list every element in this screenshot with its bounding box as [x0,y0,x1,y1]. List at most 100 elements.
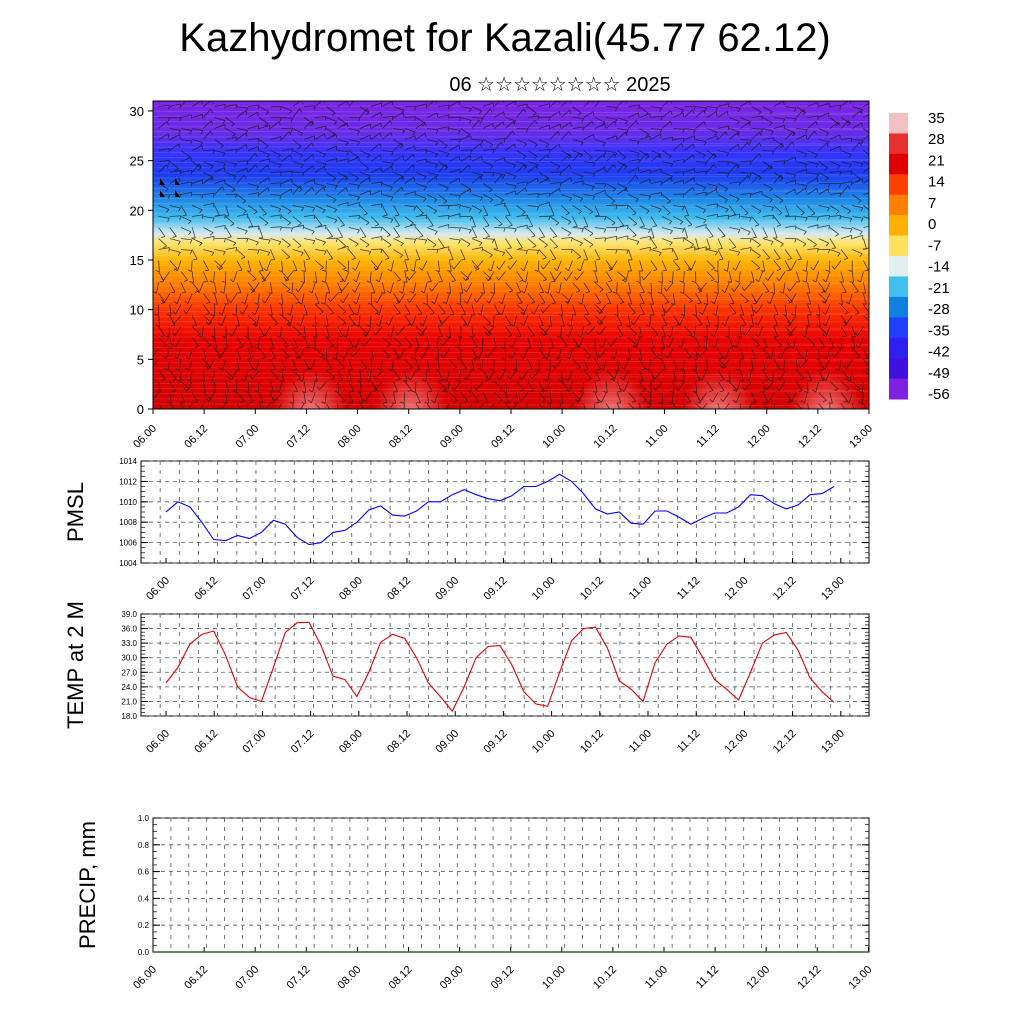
wind-barb [795,381,803,392]
wind-barb [729,128,740,133]
wind-barb-flag [373,299,378,304]
wind-barb [795,348,803,359]
wind-barb [603,359,607,371]
wind-barb [538,282,544,293]
wind-barb-flag [669,230,673,235]
wind-barb [404,145,415,151]
wind-barb-flag [534,119,538,124]
wind-barb [180,238,192,241]
wind-barb [650,227,655,239]
wind-barb-flag [335,133,338,138]
wind-barb [796,183,808,186]
wind-barb [476,293,484,303]
wind-barb-flag [172,378,177,381]
wind-barb [695,348,698,360]
wind-barb-flag [406,298,410,303]
wind-barb [818,238,829,244]
wind-barb [728,293,735,304]
wind-barb [248,192,260,195]
wind-barb-flag [555,222,560,226]
wind-barb-flag [696,401,701,404]
wind-barb [348,337,354,348]
wind-barb-flag [530,311,535,315]
wind-barb [180,169,192,173]
wind-barb [516,187,526,195]
wind-barb [807,205,816,214]
wind-barb-flag [171,320,175,325]
wind-barb-flag [821,366,826,370]
wind-barb [568,381,573,393]
wind-barb-flag [381,236,383,241]
wind-barb [807,188,817,195]
wind-barb-flag [714,153,717,158]
wind-barb [326,133,337,140]
wind-barb-flag [486,300,490,304]
wind-barb [796,370,805,379]
wind-barb-flag [703,141,707,146]
wind-barb-flag [569,110,572,115]
wind-barb-flag [692,109,695,114]
wind-barb [639,293,645,304]
wind-barb-flag [658,402,663,404]
wind-barb-flag [769,111,773,115]
wind-barb [415,121,426,129]
wind-barb-flag [625,188,628,193]
wind-barb-flag [209,412,212,414]
wind-barb-flag [619,301,624,304]
wind-barb [762,348,771,358]
wind-barb-flag [564,389,569,392]
wind-barb-flag [626,358,631,360]
wind-barb [438,139,448,147]
wind-barb-flag [341,355,345,359]
wind-barb [281,293,284,305]
wind-barb-flag [849,218,853,223]
colorbar-swatch [889,133,908,155]
wind-barb [337,326,344,337]
wind-barb [180,216,192,222]
wind-barb-flag [551,302,556,305]
wind-barb [729,161,740,166]
wind-barb [393,304,401,314]
wind-barb-flag [698,290,703,293]
wind-barb-flag [486,377,490,381]
wind-barb [292,224,304,228]
wind-barb [863,282,867,294]
wind-barb [650,216,658,227]
wind-barb-flag [596,368,601,371]
wind-barb [527,337,531,349]
wind-barb [728,381,737,390]
wind-barb [482,194,494,200]
wind-barb-flag [519,389,524,392]
x-tick-label: 10.12 [578,575,606,603]
wind-barb [829,392,833,404]
wind-barb [628,403,636,409]
wind-barb [359,177,370,184]
wind-barb-flag [463,300,468,304]
wind-barb-flag [873,101,874,105]
wind-barb [420,326,428,336]
wind-barb-flag [414,116,417,121]
wind-barb-flag [580,175,584,180]
colorbar-label: -21 [928,280,950,297]
wind-barb-flag [679,291,684,294]
wind-barb [521,392,529,402]
wind-barb-flag [838,303,843,305]
wind-barb-flag [537,193,540,198]
wind-barb [493,216,503,225]
wind-barb [402,282,406,294]
wind-barb-flag [431,399,435,404]
wind-barb-flag [363,213,368,216]
wind-barb [661,101,670,107]
wind-barb-flag [747,142,750,146]
wind-barb [516,139,527,145]
wind-barb [404,381,413,391]
wind-barb-flag [508,224,513,227]
wind-barb-flag [585,331,589,336]
wind-barb [751,392,757,403]
wind-barb-flag [569,101,572,103]
wind-barb-flag [208,378,213,382]
wind-barb [192,139,203,143]
wind-barb [505,130,513,140]
wind-barb [449,194,461,196]
wind-barb [438,194,448,202]
